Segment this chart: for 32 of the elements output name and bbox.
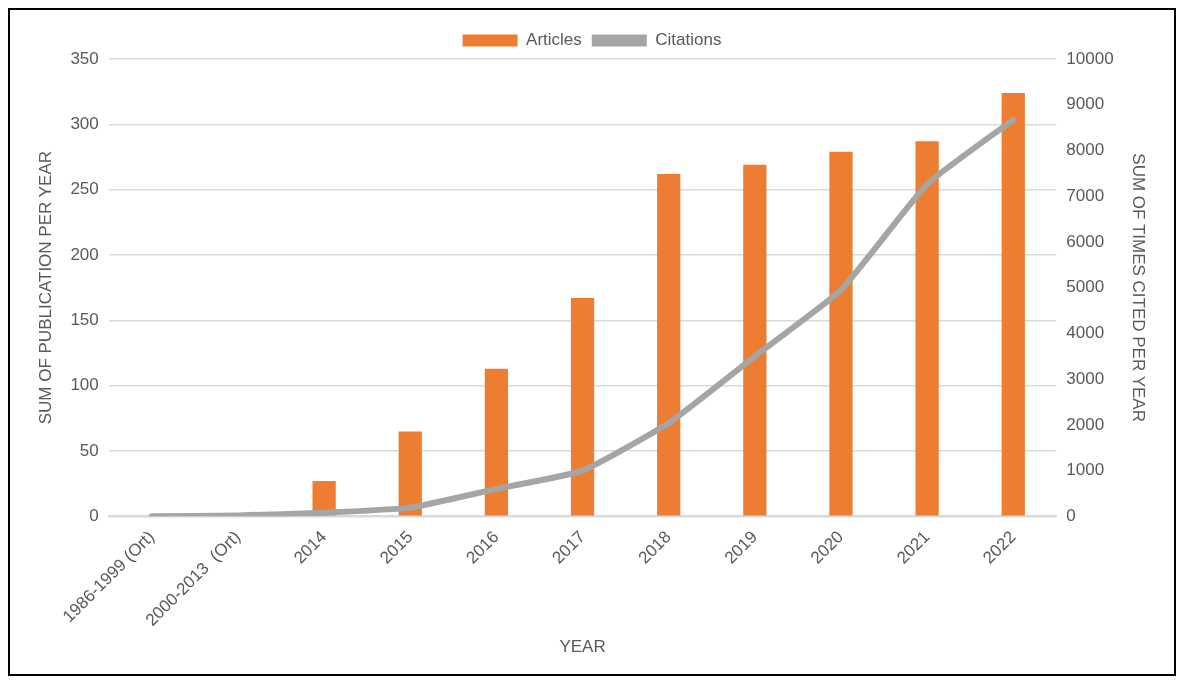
y-tick-label: 350	[70, 48, 99, 68]
bar	[1001, 92, 1025, 516]
y2-tick-label: 6000	[1066, 231, 1105, 251]
x-axis-title: YEAR	[559, 637, 606, 657]
y-tick-label: 200	[70, 244, 99, 264]
legend-label: Citations	[655, 30, 722, 50]
legend-label: Articles	[526, 30, 582, 50]
y2-tick-label: 10000	[1066, 48, 1114, 68]
bar	[484, 368, 509, 516]
y-tick-label: 300	[70, 114, 99, 134]
y-tick-label: 100	[70, 375, 99, 395]
y2-tick-label: 3000	[1066, 368, 1105, 388]
bar	[398, 431, 422, 516]
bar	[570, 298, 595, 516]
bar	[743, 164, 767, 516]
y2-axis-title: SUM OF TIMES CITED PER YEAR	[1129, 153, 1149, 422]
bar	[657, 173, 681, 516]
bar	[915, 141, 939, 516]
y2-tick-label: 1000	[1066, 460, 1105, 480]
y2-tick-label: 9000	[1066, 94, 1105, 114]
y2-tick-label: 0	[1066, 506, 1076, 525]
y2-tick-label: 2000	[1066, 414, 1105, 434]
y-tick-label: 250	[70, 179, 99, 199]
y-tick-label: 0	[89, 506, 99, 525]
y-axis-title: SUM OF PUBLICATION PER YEAR	[35, 151, 55, 425]
y-tick-label: 50	[79, 440, 99, 460]
y-tick-label: 150	[70, 310, 99, 330]
y2-tick-label: 8000	[1066, 140, 1105, 160]
bar	[829, 151, 853, 516]
y2-tick-label: 4000	[1066, 323, 1105, 343]
y2-tick-label: 7000	[1066, 185, 1105, 205]
y2-tick-label: 5000	[1066, 277, 1105, 297]
